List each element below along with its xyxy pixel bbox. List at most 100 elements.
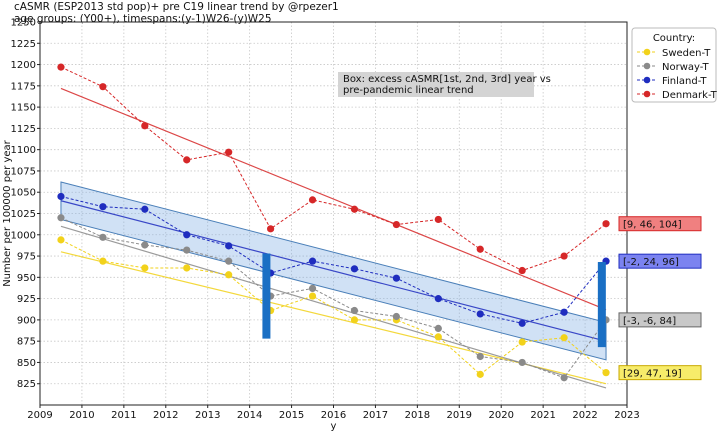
x-tick-label: 2017 [363,410,388,421]
sweden-t-point [99,257,107,265]
finland-t-end-label: [-2, 24, 96] [623,257,679,268]
norway-t-point [434,324,442,332]
denmark-t-point [141,122,149,130]
denmark-t-point [476,245,484,253]
denmark-t-point [308,196,317,204]
legend-entry: Denmark-T [662,90,718,101]
x-tick-label: 2020 [488,410,513,421]
y-tick-label: 950 [17,273,36,284]
annotation-box [338,72,534,97]
legend-entry: Norway-T [662,62,709,73]
finland-t-point [57,192,65,201]
sweden-t-point [560,334,568,342]
denmark-t-end-label: [9, 46, 104] [623,220,682,231]
denmark-t-point [183,156,191,164]
finland-t-point [308,257,317,265]
x-tick-label: 2021 [530,410,555,421]
y-tick-label: 1175 [11,81,36,92]
norway-t-point [183,246,191,254]
y-tick-label: 1125 [11,124,36,135]
norway-t-point [560,374,568,382]
norway-t-point [518,358,526,367]
y-tick-label: 1225 [11,39,36,50]
finland-t-point [141,205,149,213]
denmark-t-point [434,215,442,224]
sweden-t-point [602,369,610,377]
finland-t-trend-line [60,200,607,342]
denmark-t-point [560,252,568,260]
y-tick-label: 1025 [11,209,36,220]
x-tick-label: 2014 [237,410,262,421]
norway-t-end-label: [-3, -6, 84] [623,316,676,327]
denmark-t-point [57,63,65,71]
x-tick-label: 2010 [69,410,94,421]
sweden-t-point [183,264,191,272]
norway-t-point [308,284,317,292]
sweden-t-point [476,370,484,378]
x-tick-label: 2019 [447,410,472,421]
sweden-t-point [57,236,65,244]
sweden-t-point [225,271,233,279]
annotation-line1: Box: excess cASMR[1st, 2nd, 3rd] year vs [343,74,551,85]
legend-entry: Sweden-T [662,48,711,59]
denmark-t-point [225,148,233,156]
x-tick-label: 2009 [27,410,52,421]
y-tick-label: 1150 [11,103,36,114]
y-tick-label: 1050 [11,188,36,199]
finland-t-point [434,295,442,303]
norway-t-point [99,233,107,241]
sweden-t-point [518,338,526,346]
y-tick-label: 975 [17,252,36,263]
x-axis-label: y [331,421,337,432]
x-tick-label: 2016 [321,410,346,421]
legend-entry: Finland-T [662,76,707,87]
legend-box [631,27,717,103]
norway-t-point [476,352,484,361]
denmark-t-point [99,83,107,91]
annotation: Box: excess cASMR[1st, 2nd, 3rd] year vs… [338,72,551,97]
y-tick-label: 1000 [11,230,36,241]
norway-t-point [141,241,149,249]
y-tick-label: 850 [17,358,36,369]
y-tick-label: 1075 [11,166,36,177]
axes: 2009 2010 2011 2012 2013 2014 2015 2016 2017 2018… [2,18,640,433]
sweden-t-end-label-box [618,365,702,381]
sweden-t-point [308,292,317,300]
x-tick-label: 2018 [405,410,430,421]
legend: Country: Sweden-T Norway-T Finland-T Denmark… [631,27,718,103]
legend-title: Country: [653,33,695,44]
x-tick-label: 2013 [195,410,220,421]
denmark-t-point [267,225,275,233]
denmark-t-end-label-box [618,216,702,232]
sweden-t-series-line [60,239,607,376]
y-tick-label: 1200 [11,60,36,71]
denmark-t-point [350,205,359,213]
finland-t-point [392,274,400,282]
denmark-t-point [602,220,610,228]
legend-swatch-marker [643,76,651,84]
end-labels: [29, 47, 19] [-3, -6, 84] [-2, 24, 96] [9, … [618,216,702,381]
norway-t-point [392,312,400,321]
annotation-line2: pre-pandemic linear trend [343,85,474,96]
norway-t-series-line [60,217,607,379]
norway-t-point [225,257,233,265]
y-tick-label: 1250 [11,18,36,29]
y-tick-label: 825 [17,379,36,390]
finland-t-point [560,308,568,316]
finland-t-point [225,242,233,250]
x-tick-label: 2011 [111,410,136,421]
sweden-t-end-label: [29, 47, 19] [623,369,682,380]
y-tick-label: 925 [17,294,36,305]
norway-t-point [350,306,359,315]
denmark-t-trend-line [60,87,607,311]
finland-t-point [99,203,107,211]
y-tick-label: 900 [17,315,36,326]
denmark-t-point [392,220,400,229]
norway-t-point [57,214,65,222]
x-tick-label: 2022 [572,410,597,421]
finland-t-series-line [60,195,607,324]
finland-t-point [183,231,191,239]
finland-t-point [350,265,359,273]
finland-t-end-label-box [618,253,702,269]
sweden-t-point [350,316,359,324]
